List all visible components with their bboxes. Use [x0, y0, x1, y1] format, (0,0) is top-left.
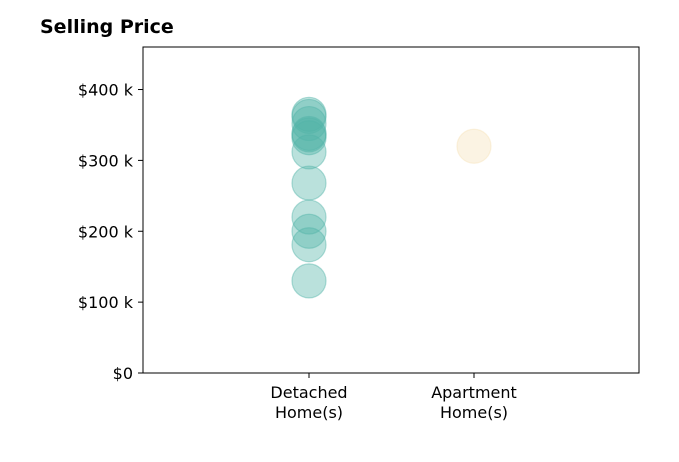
data-point [291, 213, 327, 249]
data-point [291, 105, 327, 142]
data-point [291, 117, 327, 153]
data-point [291, 199, 327, 235]
x-tick-label: Detached Home(s) [270, 383, 347, 422]
y-tick-label: $0 [113, 364, 133, 383]
data-point [291, 98, 327, 135]
x-tick-label: Apartment Home(s) [431, 383, 517, 422]
y-tick-label: $300 k [78, 151, 134, 170]
data-point [291, 165, 327, 201]
y-axis: $0 $100 k $200 k $300 k $400 k [78, 81, 143, 383]
y-tick-label: $400 k [78, 81, 134, 100]
data-point [291, 263, 327, 299]
y-tick-label: $200 k [78, 222, 134, 241]
data-point [291, 115, 327, 152]
data-point [291, 134, 327, 170]
data-point [291, 227, 327, 263]
data-point [291, 120, 327, 156]
y-tick-label: $100 k [78, 293, 134, 312]
data-point [456, 128, 492, 164]
x-axis: Detached Home(s) Apartment Home(s) [270, 373, 517, 422]
data-points [291, 96, 492, 299]
chart-title: Selling Price [40, 16, 174, 38]
data-point [291, 96, 327, 132]
plot-frame [142, 46, 640, 374]
